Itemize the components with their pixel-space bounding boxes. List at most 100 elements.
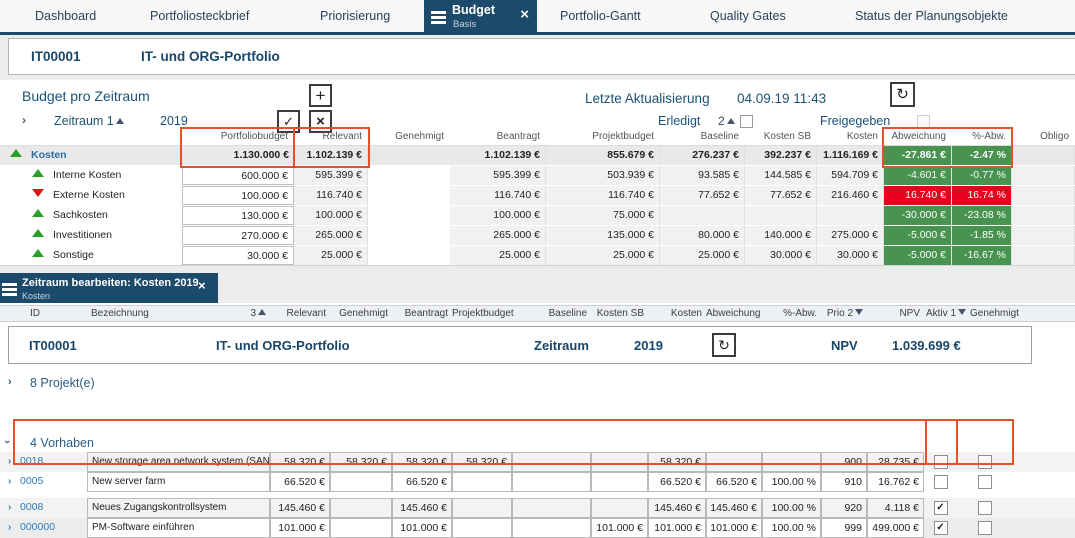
nav-tab-dashboard[interactable]: Dashboard bbox=[35, 9, 97, 23]
cell-baseline bbox=[660, 206, 745, 225]
row-id[interactable]: 0018 bbox=[20, 455, 44, 467]
expand-icon[interactable]: › bbox=[8, 502, 12, 513]
col-npv[interactable]: NPV bbox=[899, 308, 920, 319]
budget-row-kosten[interactable]: Kosten 1.130.000 € 1.102.139 € 1.102.139… bbox=[0, 146, 1075, 165]
cell-genehmigt[interactable] bbox=[330, 472, 392, 492]
col-baseline[interactable]: Baseline bbox=[700, 131, 739, 142]
col-baseline[interactable]: Baseline bbox=[548, 308, 587, 319]
cell-abw-pct: -23.08 % bbox=[952, 206, 1012, 225]
genehmigt-checkbox[interactable] bbox=[977, 501, 992, 515]
cell-portfoliobudget[interactable]: 600.000 € bbox=[182, 166, 294, 185]
cell-prio[interactable]: 900 bbox=[821, 452, 867, 472]
nav-tab-status-planungsobjekte[interactable]: Status der Planungsobjekte bbox=[855, 9, 1008, 23]
sort-desc-icon bbox=[855, 309, 863, 315]
vorhaben-row-0018[interactable]: › 0018 New storage area network system (S… bbox=[0, 452, 1075, 472]
aktiv-checkbox[interactable] bbox=[933, 501, 948, 515]
cell-portfoliobudget[interactable]: 30.000 € bbox=[182, 246, 294, 265]
col-kosten[interactable]: Kosten bbox=[846, 131, 878, 142]
budget-row-interne-kosten[interactable]: Interne Kosten 600.000 € 595.399 € 595.3… bbox=[0, 166, 1075, 185]
expand-zeitraum-icon[interactable]: › bbox=[22, 113, 26, 127]
col-id[interactable]: ID bbox=[30, 308, 40, 319]
col-relevant[interactable]: Relevant bbox=[322, 131, 362, 142]
col-kosten-sb[interactable]: Kosten SB bbox=[763, 131, 811, 142]
zeitraum-label[interactable]: Zeitraum 1 bbox=[54, 114, 124, 128]
cell-portfoliobudget[interactable]: 130.000 € bbox=[182, 206, 294, 225]
cell-portfoliobudget[interactable]: 1.130.000 € bbox=[182, 146, 294, 165]
expand-icon[interactable]: › bbox=[8, 456, 12, 467]
col-kosten-sb[interactable]: Kosten SB bbox=[596, 308, 644, 319]
col-abw-pct[interactable]: %-Abw. bbox=[783, 308, 817, 319]
col-portfoliobudget[interactable]: Portfoliobudget bbox=[220, 131, 288, 142]
hamburger-menu-icon[interactable] bbox=[2, 283, 17, 298]
cell-prio[interactable]: 920 bbox=[821, 498, 867, 518]
cell-prio[interactable]: 999 bbox=[821, 518, 867, 538]
col-genehmigt[interactable]: Genehmigt bbox=[395, 131, 444, 142]
col-relevant[interactable]: Relevant bbox=[286, 308, 326, 319]
nav-tab-budget-active[interactable]: Budget × Basis bbox=[424, 0, 537, 35]
cell-relevant[interactable]: 58.320 € bbox=[270, 452, 330, 472]
vorhaben-row-0005[interactable]: › 0005 New server farm 66.520 € 66.520 € … bbox=[0, 472, 1075, 492]
cell-relevant[interactable]: 66.520 € bbox=[270, 472, 330, 492]
cell-prio[interactable]: 910 bbox=[821, 472, 867, 492]
cell-portfoliobudget[interactable]: 100.000 € bbox=[182, 186, 294, 205]
aktiv-checkbox[interactable] bbox=[933, 475, 948, 489]
vorhaben-row-000000[interactable]: › 000000 PM-Software einführen 101.000 € … bbox=[0, 518, 1075, 538]
cell-abweichung bbox=[706, 452, 762, 472]
genehmigt-checkbox[interactable] bbox=[977, 475, 992, 489]
nav-tab-portfolio-gantt[interactable]: Portfolio-Gantt bbox=[560, 9, 641, 23]
cell-portfoliobudget[interactable]: 270.000 € bbox=[182, 226, 294, 245]
aktiv-checkbox[interactable] bbox=[933, 521, 948, 535]
expand-icon[interactable]: › bbox=[8, 376, 12, 388]
freigegeben-checkbox[interactable] bbox=[917, 115, 930, 128]
budget-row-externe-kosten[interactable]: Externe Kosten 100.000 € 116.740 € 116.7… bbox=[0, 186, 1075, 205]
collapse-icon[interactable]: › bbox=[0, 440, 13, 444]
cell-beantragt: 25.000 € bbox=[450, 246, 546, 265]
col-bezeichnung[interactable]: Bezeichnung 3 bbox=[87, 306, 270, 321]
col-abweichung[interactable]: Abweichung bbox=[706, 308, 761, 319]
cell-kosten-sb: 140.000 € bbox=[745, 226, 817, 245]
col-aktiv[interactable]: Aktiv 1 bbox=[924, 306, 970, 321]
cell-genehmigt[interactable] bbox=[330, 498, 392, 518]
col-projektbudget[interactable]: Projektbudget bbox=[452, 308, 514, 319]
col-genehmigt[interactable]: Genehmigt bbox=[339, 308, 388, 319]
expand-icon[interactable]: › bbox=[8, 476, 12, 487]
col-kosten[interactable]: Kosten bbox=[670, 308, 702, 319]
row-id[interactable]: 0005 bbox=[20, 475, 44, 487]
cell-genehmigt[interactable] bbox=[330, 518, 392, 538]
close-icon[interactable]: × bbox=[520, 6, 529, 23]
erledigt-checkbox[interactable] bbox=[740, 115, 753, 128]
col-genehmigt-chk[interactable]: Genehmigt bbox=[970, 308, 1019, 319]
sort-desc-icon bbox=[958, 309, 966, 315]
close-icon[interactable]: × bbox=[198, 278, 206, 293]
row-id[interactable]: 0008 bbox=[20, 501, 44, 513]
nav-tab-portfoliosteckbrief[interactable]: Portfoliosteckbrief bbox=[150, 9, 250, 23]
row-id[interactable]: 000000 bbox=[20, 521, 56, 533]
zeitraum-bearbeiten-tab[interactable]: Zeitraum bearbeiten: Kosten 2019 × Koste… bbox=[0, 273, 218, 303]
cell-relevant: 265.000 € bbox=[294, 226, 368, 245]
genehmigt-checkbox[interactable] bbox=[977, 521, 992, 535]
genehmigt-checkbox[interactable] bbox=[977, 455, 992, 469]
cell-relevant[interactable]: 101.000 € bbox=[270, 518, 330, 538]
hamburger-menu-icon[interactable] bbox=[431, 11, 446, 26]
erledigt-sort[interactable]: 2 bbox=[718, 114, 735, 128]
nav-tab-priorisierung[interactable]: Priorisierung bbox=[320, 9, 391, 23]
expand-icon[interactable]: › bbox=[8, 522, 12, 533]
budget-row-investitionen[interactable]: Investitionen 270.000 € 265.000 € 265.00… bbox=[0, 226, 1075, 245]
aktiv-checkbox[interactable] bbox=[933, 455, 948, 469]
add-zeitraum-button[interactable]: + bbox=[309, 84, 332, 107]
cell-genehmigt[interactable]: 58.320 € bbox=[330, 452, 392, 472]
col-abweichung[interactable]: Abweichung bbox=[891, 131, 946, 142]
nav-tab-quality-gates[interactable]: Quality Gates bbox=[710, 9, 786, 23]
col-projektbudget[interactable]: Projektbudget bbox=[592, 131, 654, 142]
col-prio[interactable]: Prio 2 bbox=[821, 306, 867, 321]
vorhaben-row-0008[interactable]: › 0008 Neues Zugangskontrollsystem 145.46… bbox=[0, 498, 1075, 518]
col-beantragt[interactable]: Beantragt bbox=[496, 131, 540, 142]
refresh-button[interactable]: ↻ bbox=[890, 82, 915, 107]
col-obligo[interactable]: Obligo bbox=[1040, 131, 1069, 142]
col-beantragt[interactable]: Beantragt bbox=[404, 308, 448, 319]
cell-relevant[interactable]: 145.460 € bbox=[270, 498, 330, 518]
budget-row-sonstige[interactable]: Sonstige 30.000 € 25.000 € 25.000 € 25.0… bbox=[0, 246, 1075, 265]
col-abw-pct[interactable]: %-Abw. bbox=[972, 131, 1006, 142]
refresh-button[interactable]: ↻ bbox=[712, 333, 736, 357]
budget-row-sachkosten[interactable]: Sachkosten 130.000 € 100.000 € 100.000 €… bbox=[0, 206, 1075, 225]
